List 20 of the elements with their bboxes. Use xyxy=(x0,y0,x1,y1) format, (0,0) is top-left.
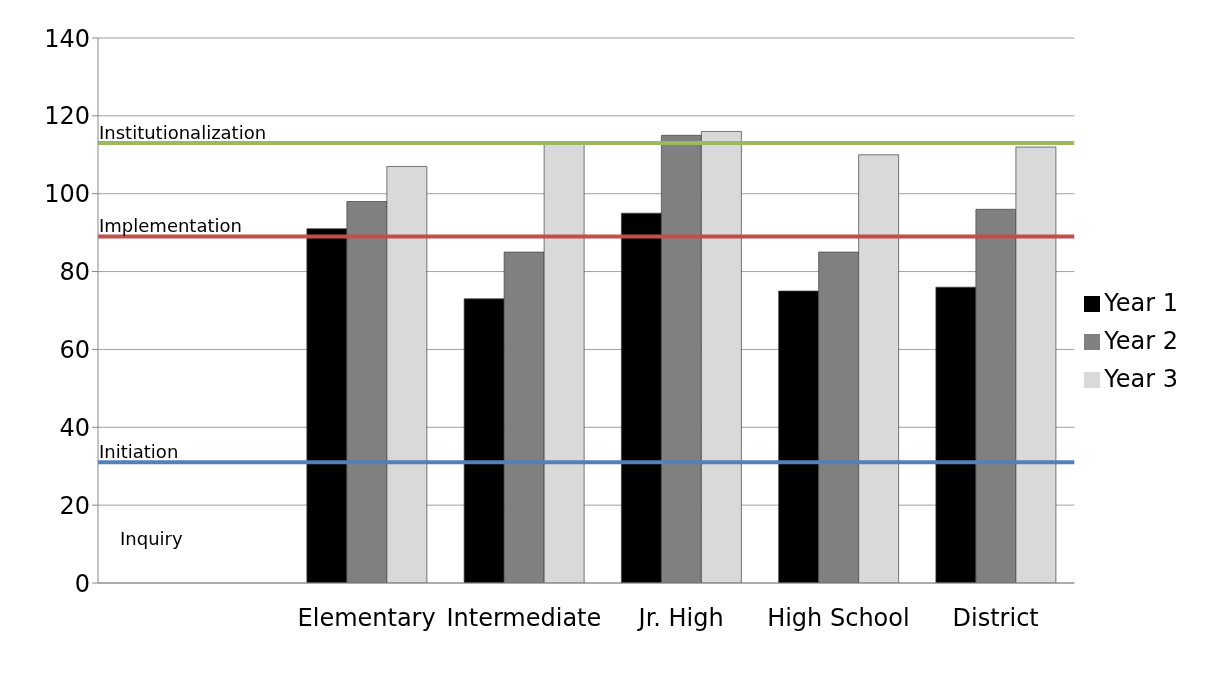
y-tick-label: 0 xyxy=(74,569,90,598)
legend-label: Year 2 xyxy=(1104,326,1178,355)
legend-label: Year 1 xyxy=(1104,288,1178,317)
x-tick-label: High School xyxy=(767,604,910,633)
y-tick-label: 20 xyxy=(59,491,90,520)
ref-line-label: Implementation xyxy=(99,215,242,237)
y-tick-label: 140 xyxy=(44,24,90,53)
ref-line-label: Institutionalization xyxy=(99,121,267,143)
y-tick-label: 80 xyxy=(59,258,90,287)
x-tick-label: Elementary xyxy=(297,604,436,633)
y-tick-label: 100 xyxy=(44,180,90,209)
x-tick-label: Intermediate xyxy=(446,604,602,633)
x-tick-label: District xyxy=(952,604,1039,633)
y-tick-label: 40 xyxy=(59,413,90,442)
x-tick-label: Jr. High xyxy=(636,604,724,633)
legend-label: Year 3 xyxy=(1104,364,1178,393)
y-tick-label: 60 xyxy=(59,335,90,364)
ref-line-label: Initiation xyxy=(99,441,179,463)
y-tick-label: 120 xyxy=(44,102,90,131)
text: Inquiry xyxy=(120,528,183,549)
